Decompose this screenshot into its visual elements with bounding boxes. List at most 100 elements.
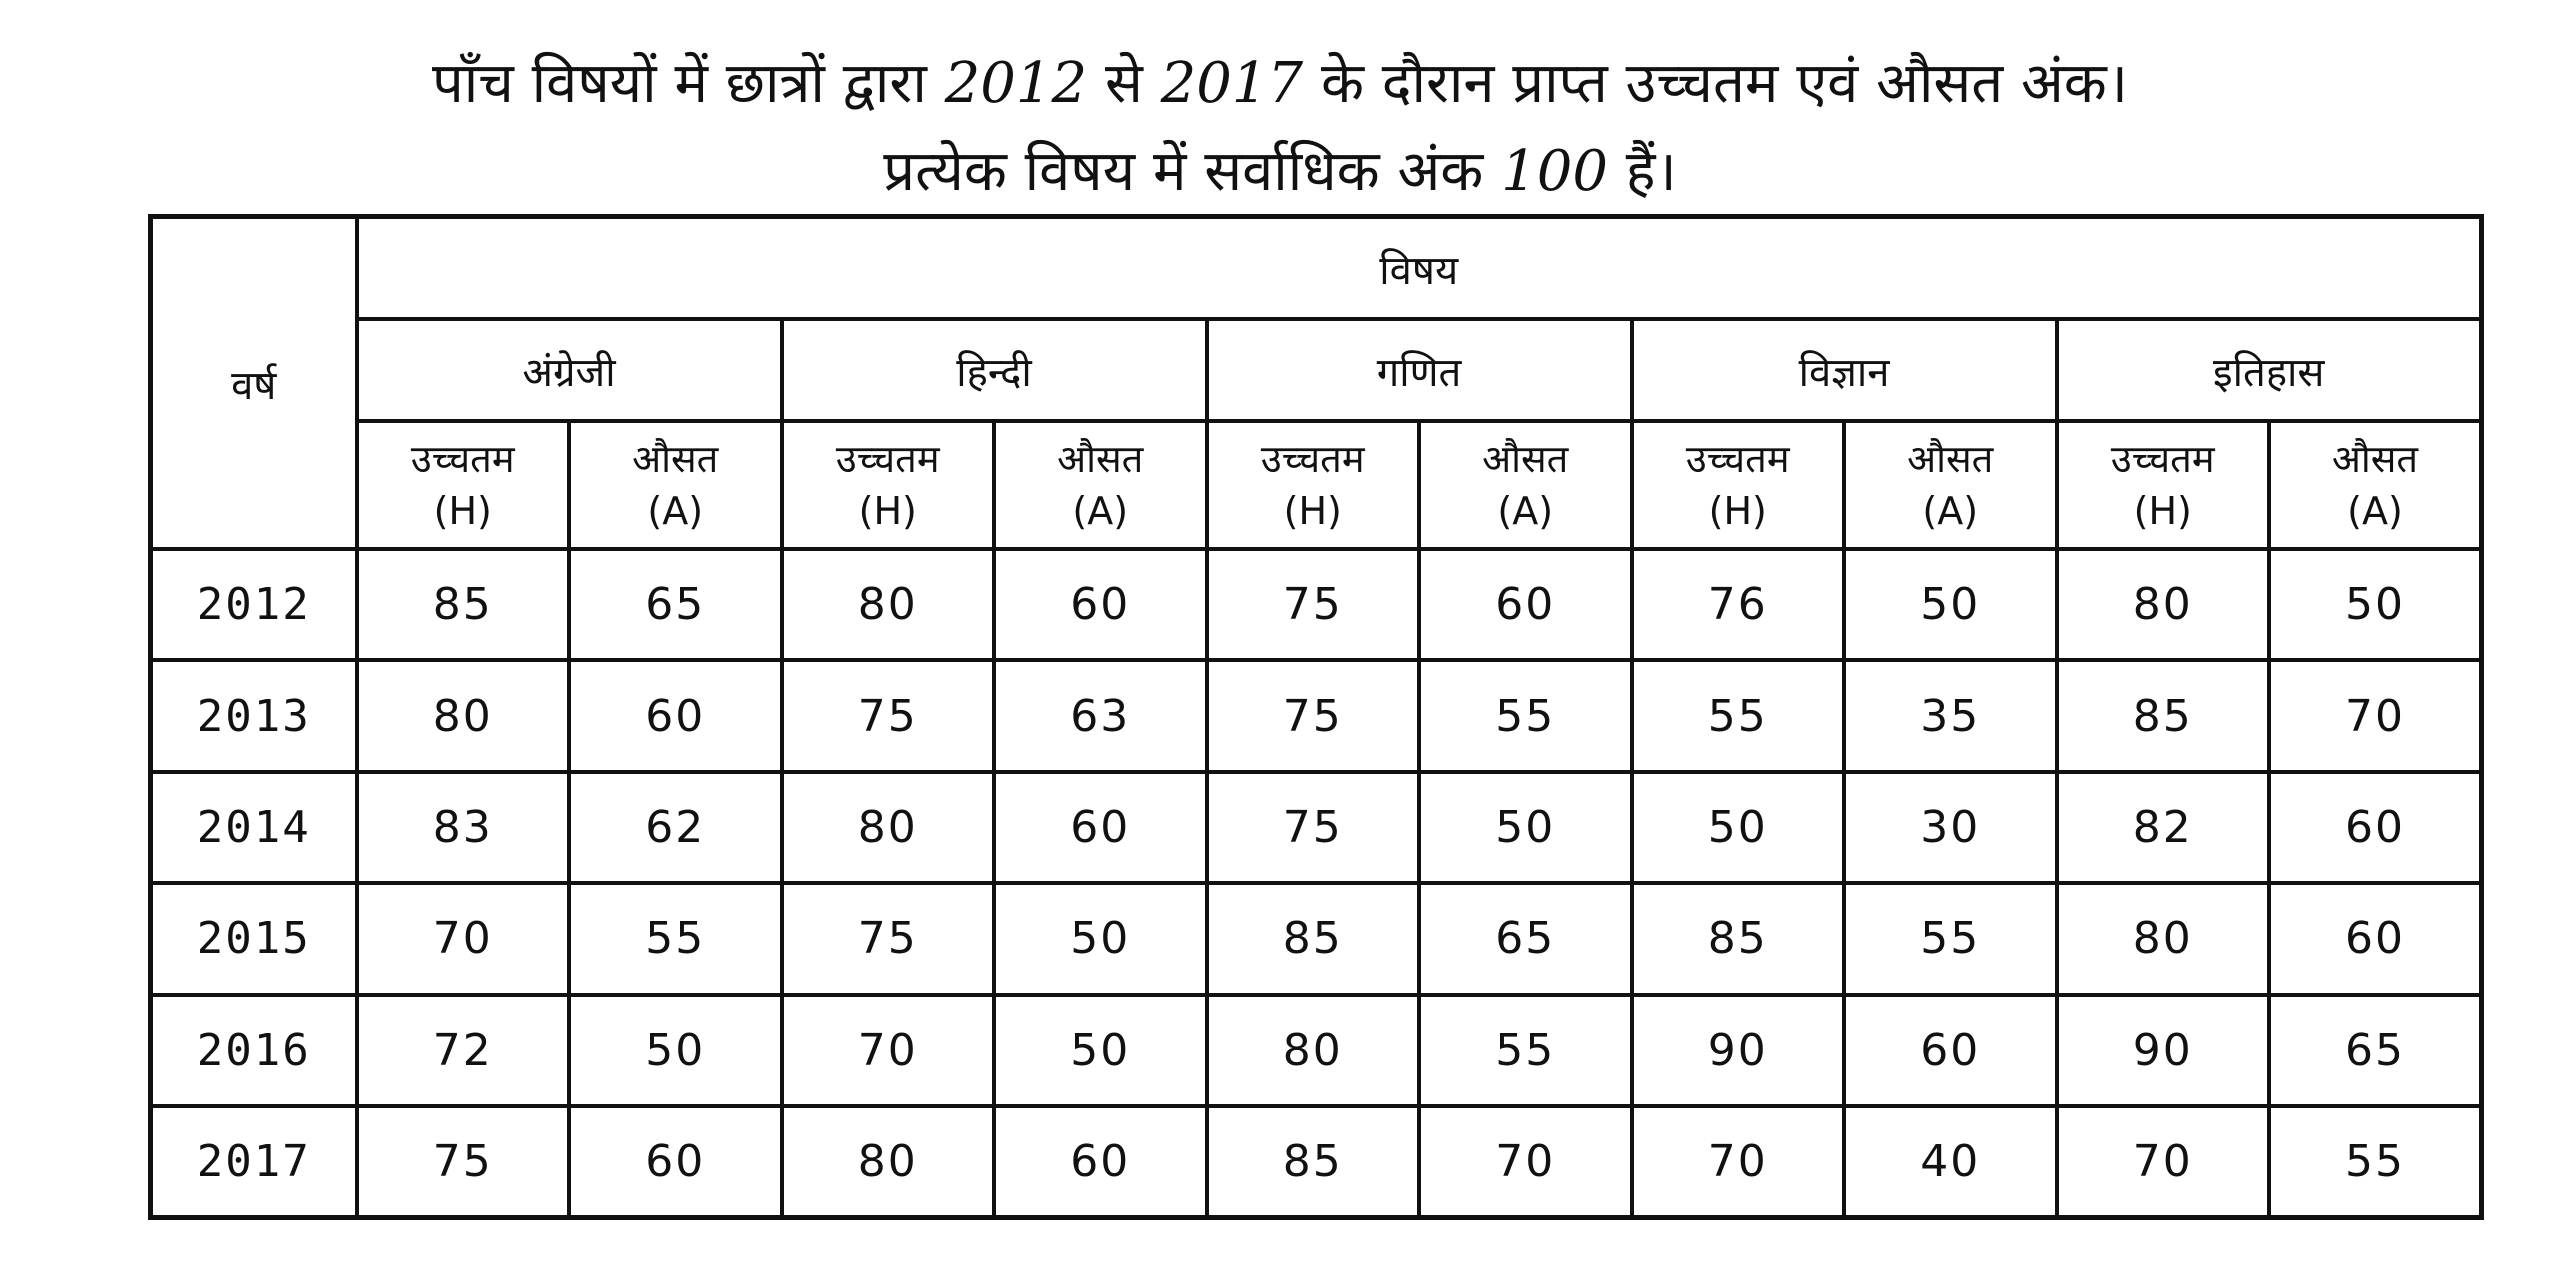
metric-label: औसत	[1907, 437, 1994, 481]
title-max-marks: 100	[1501, 139, 1608, 204]
average-marks-cell: 50	[992, 992, 1209, 1109]
year-cell: 2013	[148, 658, 359, 774]
high-marks-cell: 80	[354, 658, 571, 774]
high-marks-cell: 85	[1204, 1104, 1421, 1220]
metric-label: उच्चतम	[1260, 437, 1365, 481]
title-text: प्रत्येक विषय में सर्वाधिक अंक	[883, 139, 1502, 204]
average-marks-cell: 60	[567, 658, 784, 774]
average-marks-cell: 50	[567, 992, 784, 1109]
metric-label: (H)	[1708, 489, 1767, 533]
average-marks-cell: 50	[1417, 769, 1634, 886]
high-marks-cell: 75	[1204, 546, 1421, 663]
metric-label: (A)	[1072, 489, 1129, 533]
metric-header-avg: औसत (A)	[1417, 419, 1634, 551]
high-marks-cell: 85	[2054, 658, 2271, 774]
subject-header-english: अंग्रेजी	[354, 317, 784, 423]
average-marks-cell: 60	[992, 546, 1209, 663]
title-text: के दौरान प्राप्त उच्चतम एवं औसत अंक।	[1303, 51, 2128, 116]
year-cell: 2016	[148, 992, 359, 1109]
average-marks-cell: 35	[1842, 658, 2059, 774]
average-marks-cell: 62	[567, 769, 784, 886]
average-marks-cell: 60	[567, 1104, 784, 1220]
title-text: से	[1087, 51, 1161, 116]
average-marks-cell: 50	[992, 881, 1209, 997]
table-row: 2014 83 62 80 60 75 50 50 30 82 60	[148, 769, 2484, 886]
high-marks-cell: 83	[354, 769, 571, 886]
high-marks-cell: 50	[1629, 769, 1846, 886]
year-cell: 2017	[148, 1104, 359, 1220]
title-text: हैं।	[1607, 139, 1677, 204]
average-marks-cell: 60	[1842, 992, 2059, 1109]
average-marks-cell: 55	[567, 881, 784, 997]
high-marks-cell: 85	[1629, 881, 1846, 997]
year-column-header: वर्ष	[148, 214, 359, 551]
metric-label: (H)	[2133, 489, 2192, 533]
metric-label: (A)	[1497, 489, 1554, 533]
title-year-end: 2017	[1160, 51, 1304, 116]
year-cell: 2012	[148, 546, 359, 663]
title-line-1: पाँच विषयों में छात्रों द्वारा 2012 से 2…	[0, 40, 2560, 128]
high-marks-cell: 75	[779, 881, 996, 997]
table-row: 2012 85 65 80 60 75 60 76 50 80 50	[148, 546, 2484, 663]
metric-label: उच्चतम	[2110, 437, 2215, 481]
high-marks-cell: 80	[2054, 546, 2271, 663]
high-marks-cell: 70	[354, 881, 571, 997]
metric-header-high: उच्चतम (H)	[1204, 419, 1421, 551]
table-row: 2016 72 50 70 50 80 55 90 60 90 65	[148, 992, 2484, 1109]
average-marks-cell: 55	[2267, 1104, 2484, 1220]
high-marks-cell: 75	[779, 658, 996, 774]
high-marks-cell: 80	[779, 546, 996, 663]
high-marks-cell: 75	[1204, 658, 1421, 774]
high-marks-cell: 80	[779, 1104, 996, 1220]
high-marks-cell: 70	[779, 992, 996, 1109]
average-marks-cell: 65	[2267, 992, 2484, 1109]
title-text: पाँच विषयों में छात्रों द्वारा	[432, 51, 945, 116]
metric-label: (H)	[433, 489, 492, 533]
marks-table: वर्ष विषय अंग्रेजी हिन्दी गणित विज्ञान इ…	[148, 214, 2484, 1220]
high-marks-cell: 75	[1204, 769, 1421, 886]
high-marks-cell: 80	[2054, 881, 2271, 997]
subject-header-maths: गणित	[1204, 317, 1634, 423]
average-marks-cell: 40	[1842, 1104, 2059, 1220]
page-title: पाँच विषयों में छात्रों द्वारा 2012 से 2…	[0, 40, 2560, 216]
high-marks-cell: 76	[1629, 546, 1846, 663]
metric-label: (H)	[1283, 489, 1342, 533]
title-line-2: प्रत्येक विषय में सर्वाधिक अंक 100 हैं।	[0, 128, 2560, 216]
average-marks-cell: 60	[2267, 769, 2484, 886]
average-marks-cell: 60	[2267, 881, 2484, 997]
high-marks-cell: 75	[354, 1104, 571, 1220]
high-marks-cell: 90	[1629, 992, 1846, 1109]
metric-header-row: उच्चतम (H) औसत (A) उच्चतम (H) औसत (A) उच्चतम (H) औ…	[151, 419, 2484, 551]
average-marks-cell: 50	[2267, 546, 2484, 663]
title-year-start: 2012	[944, 51, 1088, 116]
average-marks-cell: 70	[2267, 658, 2484, 774]
high-marks-cell: 80	[1204, 992, 1421, 1109]
metric-label: औसत	[1057, 437, 1144, 481]
average-marks-cell: 55	[1417, 658, 1634, 774]
metric-header-high: उच्चतम (H)	[1629, 419, 1846, 551]
average-marks-cell: 30	[1842, 769, 2059, 886]
average-marks-cell: 60	[1417, 546, 1634, 663]
high-marks-cell: 70	[1629, 1104, 1846, 1220]
metric-header-high: उच्चतम (H)	[2054, 419, 2271, 551]
average-marks-cell: 60	[992, 1104, 1209, 1220]
average-marks-cell: 60	[992, 769, 1209, 886]
subject-header-science: विज्ञान	[1629, 317, 2059, 423]
table-body: 2012 85 65 80 60 75 60 76 50 80 50 2013 80 60 75 63 75 55…	[148, 546, 2484, 1220]
metric-label: (A)	[2347, 489, 2403, 533]
metric-label: (A)	[647, 489, 704, 533]
average-marks-cell: 65	[567, 546, 784, 663]
subject-group-header: विषय	[354, 214, 2484, 321]
metric-label: उच्चतम	[1685, 437, 1790, 481]
average-marks-cell: 63	[992, 658, 1209, 774]
table-row: 2015 70 55 75 50 85 65 85 55 80 60	[148, 881, 2484, 997]
high-marks-cell: 55	[1629, 658, 1846, 774]
table-row: 2017 75 60 80 60 85 70 70 40 70 55	[148, 1104, 2484, 1220]
subject-header-hindi: हिन्दी	[779, 317, 1209, 423]
metric-header-avg: औसत (A)	[1842, 419, 2059, 551]
average-marks-cell: 50	[1842, 546, 2059, 663]
average-marks-cell: 55	[1417, 992, 1634, 1109]
high-marks-cell: 90	[2054, 992, 2271, 1109]
metric-label: (A)	[1922, 489, 1979, 533]
average-marks-cell: 65	[1417, 881, 1634, 997]
